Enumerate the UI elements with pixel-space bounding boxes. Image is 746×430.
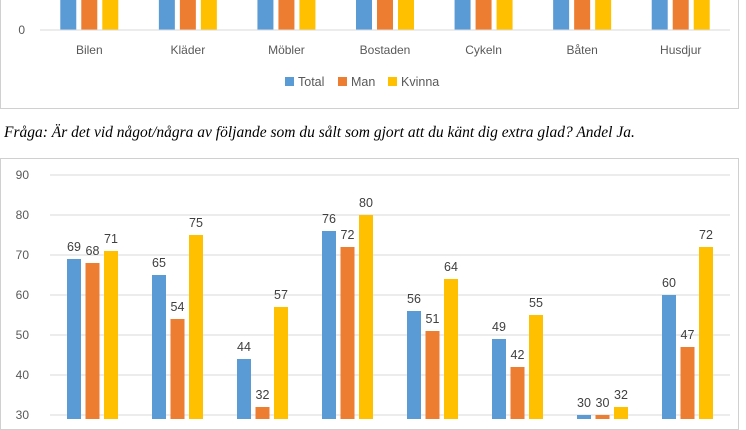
top-x-label: Kläder [171, 43, 206, 57]
data-label-total-8: 60 [662, 276, 676, 290]
bar-kvinna-1 [104, 251, 118, 419]
data-label-man-3: 32 [256, 388, 270, 402]
data-label-kvinna-2: 75 [189, 216, 203, 230]
top-bar-båten-total [553, 0, 570, 30]
data-label-man-6: 42 [511, 348, 525, 362]
bar-man-8 [680, 347, 695, 419]
bar-kvinna-4 [359, 215, 373, 419]
top-bar-husdjur-kvinna [693, 0, 710, 30]
bottom-chart: 30 40 50 60 70 80 90 69 68 71 65 54 75 44 32 57 76 72 80 56… [16, 168, 730, 419]
bar-man-7 [595, 415, 610, 419]
data-label-kvinna-4: 80 [359, 196, 373, 210]
bar-man-4 [340, 247, 355, 419]
data-label-man-8: 47 [681, 328, 695, 342]
top-x-label: Bostaden [360, 43, 411, 57]
bar-kvinna-6 [529, 315, 543, 419]
top-x-label: Båten [566, 43, 597, 57]
top-y-tick: 0 [18, 23, 25, 37]
top-bar-bostaden-total [356, 0, 372, 30]
question-text: Fråga: Är det vid något/några av följand… [4, 124, 635, 141]
bar-man-3 [255, 407, 270, 419]
top-bar-cykeln-total [454, 0, 471, 30]
top-x-label: Bilen [76, 43, 103, 57]
y-tick-label: 60 [16, 288, 30, 302]
y-tick-label: 80 [16, 208, 30, 222]
top-bar-kläder-kvinna [200, 0, 217, 30]
top-bar-kläder-total [158, 0, 175, 30]
bar-man-2 [170, 319, 185, 419]
bar-kvinna-8 [699, 247, 713, 419]
bar-total-6 [492, 339, 506, 419]
data-label-total-1: 69 [67, 240, 81, 254]
legend-label-total: Total [298, 75, 324, 89]
bar-man-1 [85, 263, 100, 419]
top-bar-bilen-kvinna [102, 0, 119, 30]
bar-kvinna-5 [444, 279, 458, 419]
data-label-total-3: 44 [237, 340, 251, 354]
legend-label-man: Man [351, 75, 375, 89]
data-label-kvinna-6: 55 [529, 296, 543, 310]
bar-total-1 [67, 259, 81, 419]
top-bar-möbler-kvinna [299, 0, 316, 30]
bar-kvinna-3 [274, 307, 288, 419]
data-label-kvinna-1: 71 [104, 232, 118, 246]
data-label-total-6: 49 [492, 320, 506, 334]
data-label-kvinna-5: 64 [444, 260, 458, 274]
legend-swatch-kvinna [388, 77, 397, 86]
data-label-total-5: 56 [407, 292, 421, 306]
top-bar-husdjur-man [672, 0, 689, 30]
top-bar-båten-kvinna [595, 0, 612, 30]
bar-total-2 [152, 275, 166, 419]
legend-label-kvinna: Kvinna [401, 75, 439, 89]
data-label-man-2: 54 [171, 300, 185, 314]
y-tick-label: 40 [16, 368, 30, 382]
data-label-man-7: 30 [596, 396, 610, 410]
bar-man-6 [510, 367, 525, 419]
data-label-total-7: 30 [577, 396, 591, 410]
top-bar-möbler-man [278, 0, 295, 30]
bar-total-8 [662, 295, 676, 419]
top-bar-möbler-total [257, 0, 274, 30]
bar-man-5 [425, 331, 440, 419]
data-label-total-4: 76 [322, 212, 336, 226]
y-tick-label: 90 [16, 168, 30, 182]
data-label-man-5: 51 [426, 312, 440, 326]
bar-kvinna-2 [189, 235, 203, 419]
bar-total-3 [237, 359, 251, 419]
top-bar-bostaden-man [377, 0, 393, 30]
legend-swatch-man [338, 77, 347, 86]
data-label-man-1: 68 [86, 244, 100, 258]
bar-total-5 [407, 311, 421, 419]
top-bar-båten-man [574, 0, 591, 30]
top-bar-bostaden-kvinna [398, 0, 414, 30]
bar-total-7 [577, 415, 591, 419]
top-x-label: Husdjur [660, 43, 701, 57]
top-x-label: Möbler [268, 43, 305, 57]
top-bar-cykeln-man [475, 0, 492, 30]
y-tick-label: 30 [16, 408, 30, 419]
bar-kvinna-7 [614, 407, 628, 419]
data-label-man-4: 72 [341, 228, 355, 242]
data-label-kvinna-3: 57 [274, 288, 288, 302]
top-bar-cykeln-kvinna [496, 0, 513, 30]
top-x-label: Cykeln [465, 43, 502, 57]
top-bar-bilen-total [60, 0, 77, 30]
y-tick-label: 70 [16, 248, 30, 262]
bar-total-4 [322, 231, 336, 419]
top-chart: Bilen Kläder Möbler Bostaden Cykeln Båten Husd… [18, 0, 730, 89]
top-bar-bilen-man [81, 0, 98, 30]
data-label-kvinna-8: 72 [699, 228, 713, 242]
data-label-kvinna-7: 32 [614, 388, 628, 402]
top-bar-kläder-man [179, 0, 196, 30]
legend-swatch-total [285, 77, 294, 86]
y-tick-label: 50 [16, 328, 30, 342]
top-bar-husdjur-total [651, 0, 668, 30]
data-label-total-2: 65 [152, 256, 166, 270]
